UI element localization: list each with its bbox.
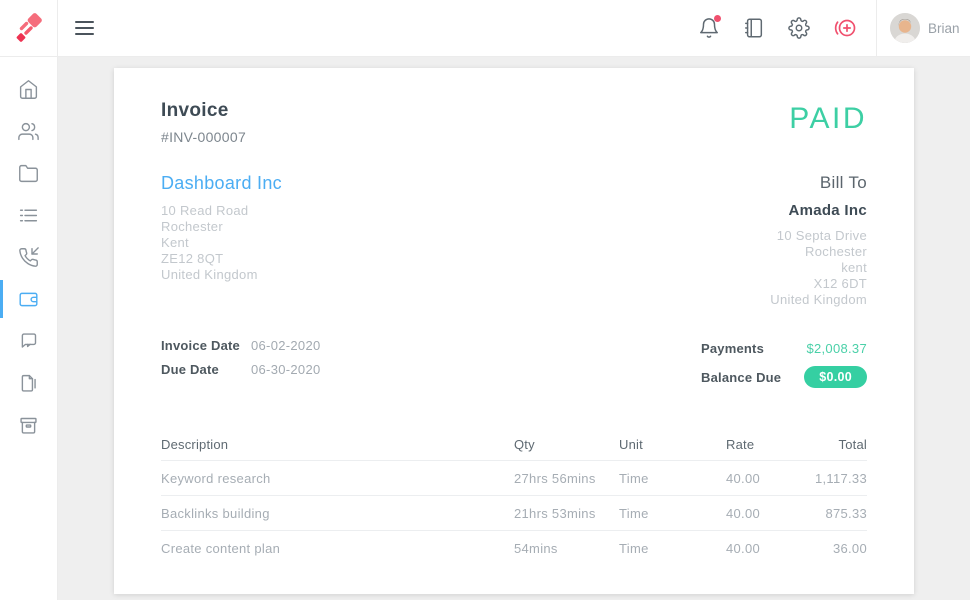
bill-to-block: Bill To Amada Inc 10 Septa Drive Rochest… [770, 173, 867, 308]
list-icon [19, 209, 38, 221]
invoice-number: #INV-000007 [161, 129, 247, 145]
balance-due-label: Balance Due [701, 369, 782, 385]
avatar [890, 13, 920, 43]
quick-add-icon [834, 19, 856, 37]
folder-icon [19, 164, 38, 182]
wallet-icon [19, 292, 38, 306]
customer-name: Amada Inc [788, 202, 867, 219]
seller-address: 10 Read Road Rochester Kent ZE12 8QT Uni… [161, 203, 258, 282]
payments-value: $2,008.37 [806, 340, 867, 356]
invoice-title: Invoice [161, 100, 229, 121]
header-qty: Qty [514, 436, 535, 452]
table-row: Backlinks building 21hrs 53mins Time 40.… [161, 495, 867, 530]
notifications-button[interactable] [693, 12, 725, 44]
top-bar: Brian [0, 0, 970, 57]
sidebar-item-projects[interactable] [0, 152, 57, 194]
due-date-label: Due Date [161, 362, 219, 377]
invoice-status-paid: PAID [789, 102, 867, 135]
table-row: Create content plan 54mins Time 40.00 36… [161, 530, 867, 565]
top-actions [693, 11, 862, 45]
payments-label: Payments [701, 340, 765, 356]
seller-block: Dashboard Inc 10 Read Road Rochester Ken… [161, 173, 282, 308]
invoice-totals: Payments $2,008.37 Balance Due $0.00 [701, 338, 867, 388]
contacts-book-icon [745, 18, 763, 38]
sidebar-item-tasks[interactable] [0, 194, 57, 236]
sidebar-item-messages[interactable] [0, 320, 57, 362]
user-menu[interactable]: Brian [876, 0, 970, 56]
table-row: Keyword research 27hrs 56mins Time 40.00… [161, 460, 867, 495]
contacts-book-button[interactable] [738, 12, 770, 44]
sidebar-item-documents[interactable] [0, 362, 57, 404]
due-date-value: 06-30-2020 [251, 362, 321, 377]
documents-icon [21, 374, 36, 392]
balance-due-badge: $0.00 [804, 366, 867, 388]
invoice-date-value: 06-02-2020 [251, 338, 321, 353]
header-description: Description [161, 436, 229, 452]
invoice-card: Invoice #INV-000007 PAID Dashboard Inc 1… [114, 68, 914, 594]
archive-icon [20, 417, 37, 434]
home-icon [19, 79, 38, 99]
sidebar-item-home[interactable] [0, 68, 57, 110]
sidebar-item-calls[interactable] [0, 236, 57, 278]
active-indicator [0, 280, 3, 318]
invoice-dates: Invoice Date 06-02-2020 Due Date 06-30-2… [161, 338, 321, 377]
contacts-icon [18, 122, 39, 140]
settings-button[interactable] [783, 12, 815, 44]
invoice-date-label: Invoice Date [161, 338, 240, 353]
header-total: Total [838, 436, 867, 452]
settings-gear-icon [788, 17, 810, 39]
sidebar-item-archive[interactable] [0, 404, 57, 446]
sidebar [0, 57, 58, 600]
chat-icon [21, 332, 37, 348]
main-content: Invoice #INV-000007 PAID Dashboard Inc 1… [58, 57, 970, 600]
sidebar-item-contacts[interactable] [0, 110, 57, 152]
app-logo[interactable] [0, 0, 58, 56]
header-unit: Unit [619, 436, 643, 452]
bell-icon [700, 18, 718, 38]
notification-dot [714, 15, 721, 22]
phone-incoming-icon [19, 246, 39, 267]
table-header-row: Description Qty Unit Rate Total [161, 428, 867, 460]
header-rate: Rate [726, 436, 755, 452]
bill-to-label: Bill To [819, 173, 867, 192]
menu-toggle-button[interactable] [69, 15, 100, 41]
seller-name: Dashboard Inc [161, 173, 282, 193]
logo-icon [16, 13, 42, 42]
user-name: Brian [928, 20, 960, 36]
quick-add-button[interactable] [828, 11, 862, 45]
sidebar-item-invoices[interactable] [0, 278, 57, 320]
customer-address: 10 Septa Drive Rochester kent X12 6DT Un… [770, 228, 867, 307]
line-items-table: Description Qty Unit Rate Total Keyword … [161, 428, 867, 565]
